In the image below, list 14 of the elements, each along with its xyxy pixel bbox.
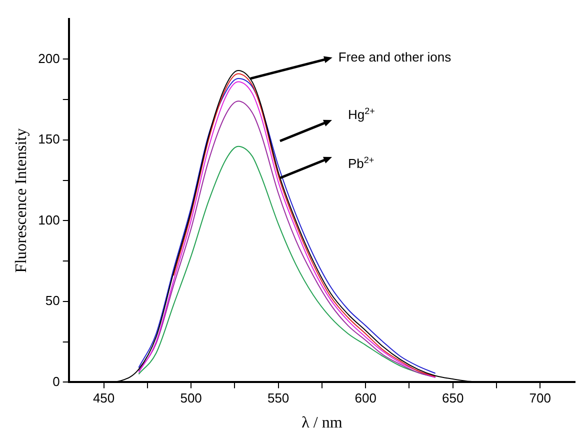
x-tick-label: 500 [180,390,202,406]
x-tick-label: 600 [354,390,376,406]
y-tick-label: 150 [38,132,60,147]
x-tick-label: 450 [92,390,115,406]
annotation: Free and other ions [338,50,452,65]
y-tick-label: 200 [38,50,60,66]
y-tick-label: 100 [38,212,60,228]
y-tick-label: 0 [52,374,60,389]
x-tick-label: 650 [442,390,464,406]
x-axis-title: λ / nm [302,414,343,432]
y-tick-label: 50 [45,293,60,308]
x-tick-label: 700 [529,390,551,406]
y-axis-title: Fluorescence Intensity [12,128,30,273]
x-tick-label: 550 [267,390,290,406]
